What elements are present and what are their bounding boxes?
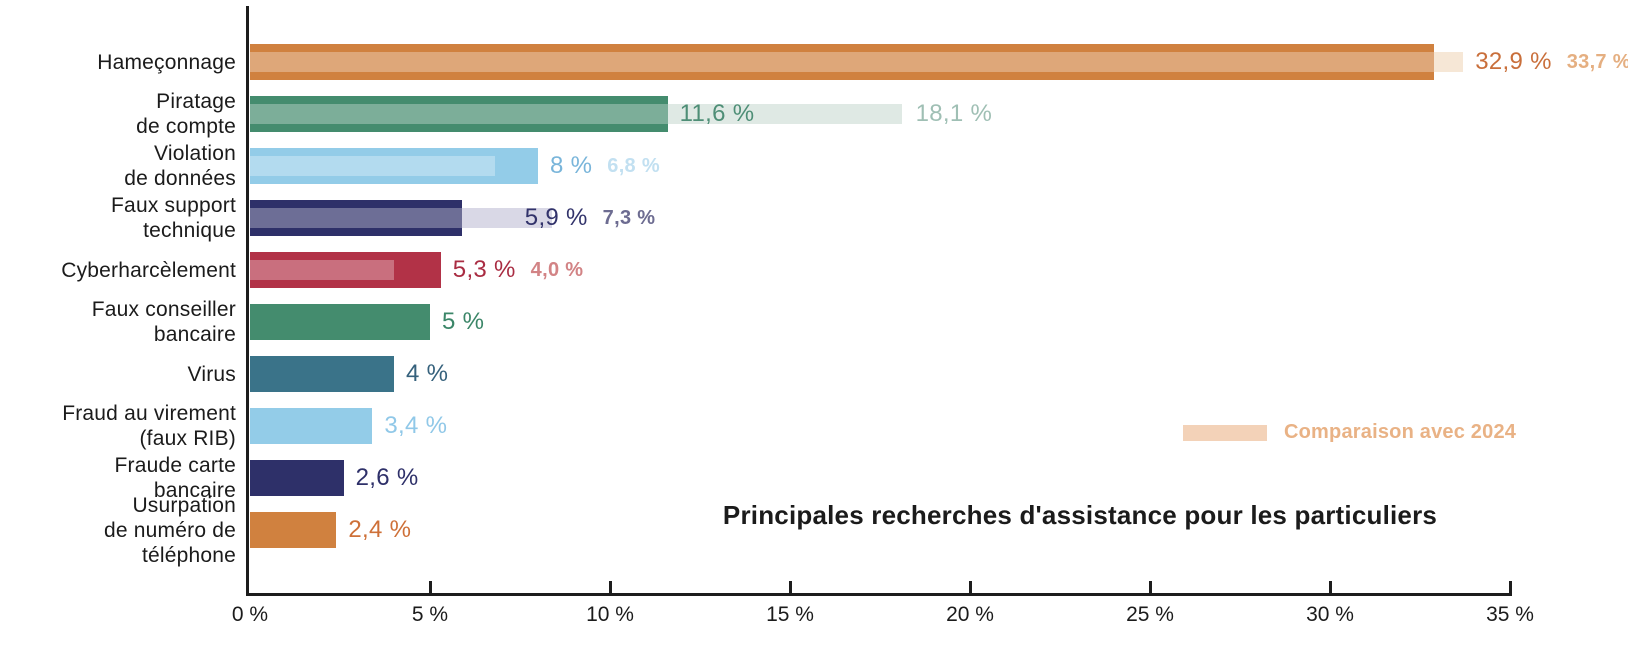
value-bar [250,44,1435,80]
value-labels: 3,4 % [384,400,447,452]
legend-label: Comparaison avec 2024 [1284,421,1517,443]
comparison-bar-extension [1434,52,1464,72]
value-bar [250,200,463,236]
category-label: Cyberharcèlement [61,258,236,282]
comparison-bar-overlay [250,104,668,124]
value-label: 5,9 % [524,204,588,231]
value-labels: 2,6 % [356,452,419,504]
comparison-value-label: 6,8 % [607,154,660,177]
comparison-bar-overlay [250,52,1435,72]
value-bar [250,148,538,184]
value-labels: 2,4 % [348,504,411,556]
category-label: Hameçonnage [97,50,236,74]
value-labels: 11,6 % [680,88,755,140]
value-bar [250,408,373,444]
value-bar [250,252,441,288]
comparison-value-label: 18,1 % [915,100,993,127]
x-axis-tick-label: 35 % [1486,603,1534,626]
category-label: Faux conseiller bancaire [91,298,236,346]
plot-area: 32,9 % 33,7 % 11,6 % 18,1 % 8 % 6,8 % 5,9 % 7,3… [250,36,1628,556]
comparison-value-label: 4,0 % [530,258,584,281]
value-bar [250,304,430,340]
category-label: Fraud au virement (faux RIB) [62,402,236,450]
value-bar [250,512,337,548]
x-axis-tick-label: 15 % [766,603,814,626]
category-label: Fraude carte bancaire [114,454,236,502]
value-labels: 32,9 % 33,7 % [1475,36,1628,88]
value-label: 32,9 % [1475,48,1552,75]
x-axis-tick [1329,581,1332,593]
category-label: Piratage de compte [136,90,236,138]
value-labels: 8 % 6,8 % [550,140,660,192]
comparison-bar-extension [667,104,902,124]
value-label: 5,3 % [452,256,516,283]
value-label: 2,6 % [355,464,419,491]
x-axis-tick-label: 10 % [586,603,634,626]
bar-row: 32,9 % 33,7 % [250,36,1628,88]
x-axis-tick-label: 30 % [1306,603,1354,626]
bar-row: 5,9 % 7,3 % [250,192,1512,244]
category-label: Virus [187,362,236,386]
x-axis-line [246,593,1512,596]
comparison-bar-overlay [250,156,495,176]
comparison-value-label: 7,3 % [602,206,656,229]
value-bar [250,96,668,132]
value-label: 8 % [550,152,593,179]
bar-row: 5 % [250,296,1512,348]
value-label: 4 % [406,360,449,387]
value-labels: 5 % [442,296,484,348]
x-axis-tick-label: 20 % [946,603,994,626]
bar-row: 2,4 % [250,504,1512,556]
legend-swatch [1183,424,1267,441]
value-bar [250,460,344,496]
x-axis-tick [969,581,972,593]
bar-row: 8 % 6,8 % [250,140,1512,192]
x-axis-tick [1149,581,1152,593]
value-label: 2,4 % [348,516,412,543]
x-axis-tick-label: 25 % [1126,603,1174,626]
category-label: Faux support technique [111,194,236,242]
value-labels: 4 % [406,348,448,400]
value-label: 11,6 % [679,100,755,127]
category-label: Violation de données [124,142,236,190]
x-axis-tick-label: 0 % [231,603,269,626]
bar-row: 5,3 % 4,0 % [250,244,1512,296]
value-label: 5 % [442,308,485,335]
comparison-bar-overlay [250,260,394,280]
bar-row: 2,6 % [250,452,1512,504]
comparison-bar-overlay [250,208,463,228]
category-label: Usurpation de numéro de téléphone [104,493,236,567]
value-bar [250,356,394,392]
x-axis-tick [1509,581,1512,593]
bar-row: 3,4 % [250,400,1512,452]
x-axis-tick [429,581,432,593]
value-labels: 5,3 % 4,0 % [453,244,584,296]
x-axis-tick-label: 5 % [411,603,449,626]
x-axis-tick [789,581,792,593]
legend: Comparaison avec 2024 [1183,421,1516,444]
comparison-value-label: 33,7 % [1566,50,1628,73]
comparison-bar-extension [462,208,553,228]
bar-row: 4 % [250,348,1512,400]
chart-title: Principales recherches d'assistance pour… [722,500,1438,530]
value-labels: 5,9 % 7,3 % [525,192,656,244]
y-axis-line [246,6,249,596]
value-label: 3,4 % [384,412,448,439]
x-axis-tick [609,581,612,593]
bar-row: 11,6 % 18,1 % [250,88,1512,140]
